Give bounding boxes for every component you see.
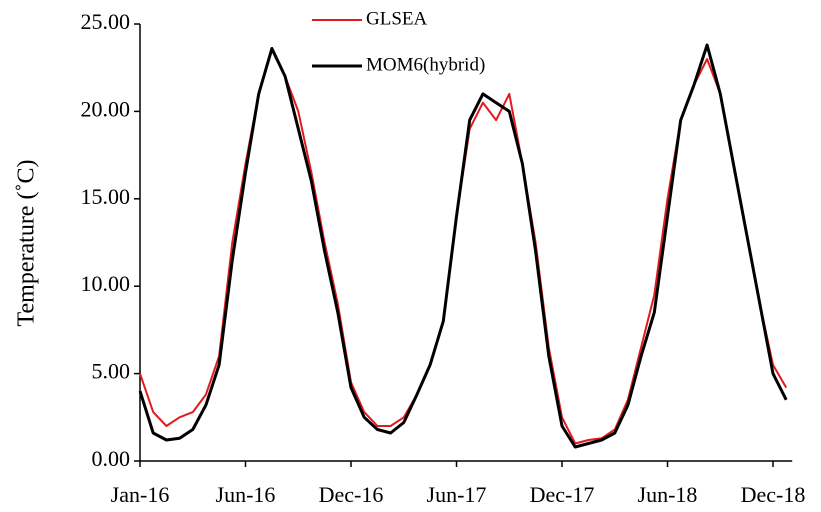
y-tick-label: 0.00 (92, 446, 131, 471)
legend-label: GLSEA (366, 8, 428, 29)
x-tick-label: Jun-16 (216, 482, 276, 507)
legend-label: MOM6(hybrid) (366, 54, 485, 75)
y-tick-label: 10.00 (81, 271, 131, 296)
y-tick-label: 15.00 (81, 184, 131, 209)
y-tick-label: 5.00 (92, 359, 131, 384)
x-tick-label: Jun-17 (427, 482, 487, 507)
series-line (139, 49, 788, 445)
x-tick-label: Dec-18 (741, 482, 806, 507)
series-line (138, 43, 788, 449)
y-axis-label: Temperature (˚C) (14, 160, 40, 327)
x-tick-label: Dec-16 (319, 482, 384, 507)
y-tick-label: 20.00 (81, 96, 131, 121)
x-tick-label: Jun-18 (638, 482, 698, 507)
x-tick-label: Jan-16 (111, 482, 170, 507)
x-tick-label: Dec-17 (530, 482, 595, 507)
y-tick-label: 25.00 (81, 9, 131, 34)
